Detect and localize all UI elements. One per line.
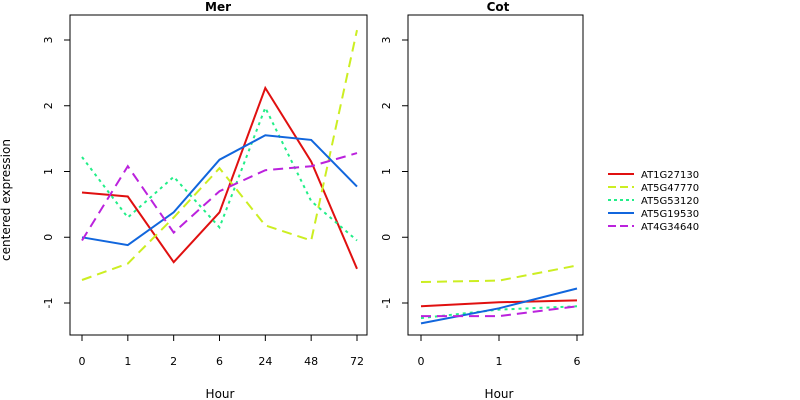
- y-tick-label: 3: [380, 37, 393, 44]
- panel-mer-series: [81, 29, 358, 281]
- x-tick-label: 6: [216, 355, 223, 368]
- panel-cot-x-axis-label: Hour: [485, 387, 514, 400]
- legend-label: AT4G34640: [641, 222, 699, 233]
- panel-mer: Mer Hour 0 1 2 6 24 48 72 -1 0 1 2 3: [42, 0, 368, 400]
- legend-label: AT5G19530: [641, 209, 699, 220]
- y-tick-label: 1: [42, 168, 55, 175]
- panel-cot-x-ticks: 0 1 6: [418, 335, 581, 368]
- y-tick-label: -1: [42, 298, 55, 309]
- y-tick-label: 1: [380, 168, 393, 175]
- y-axis-label: centered expression: [0, 139, 13, 261]
- series-line-at4g34640: [81, 152, 358, 242]
- legend-label: AT5G53120: [641, 196, 699, 207]
- y-tick-label: 0: [42, 234, 55, 241]
- legend-label: AT5G47770: [641, 183, 699, 194]
- y-tick-label: 0: [380, 234, 393, 241]
- y-tick-label: -1: [380, 298, 393, 309]
- series-line-at5g47770: [81, 29, 358, 281]
- panel-cot-frame: [407, 14, 584, 336]
- x-tick-label: 6: [574, 355, 581, 368]
- panel-mer-x-axis-label: Hour: [206, 387, 235, 400]
- panel-cot-title: Cot: [487, 0, 510, 14]
- x-tick-label: 2: [170, 355, 177, 368]
- series-line-at1g27130: [81, 85, 358, 270]
- series-line-at4g34640: [421, 305, 578, 318]
- y-tick-label: 2: [42, 102, 55, 109]
- series-line-at5g53120: [420, 305, 578, 320]
- panel-cot: Cot Hour 0 1 6 -1 0 1 2 3: [380, 0, 584, 400]
- series-line-at5g19530: [81, 134, 358, 247]
- series-line-at5g19530: [420, 287, 578, 325]
- series-line-at5g53120: [81, 105, 358, 242]
- x-tick-label: 1: [124, 355, 131, 368]
- y-tick-label: 2: [380, 102, 393, 109]
- panel-mer-title: Mer: [205, 0, 231, 14]
- series-line-at1g27130: [420, 299, 578, 308]
- legend: AT1G27130 AT5G47770 AT5G53120 AT5G19530 AT4G…: [608, 170, 699, 233]
- panel-cot-y-ticks: -1 0 1 2 3: [380, 37, 408, 309]
- panel-cot-series: [420, 264, 578, 325]
- x-tick-label: 24: [258, 355, 272, 368]
- x-tick-label: 48: [304, 355, 318, 368]
- y-tick-label: 3: [42, 37, 55, 44]
- panel-mer-frame: [69, 14, 368, 336]
- panel-mer-x-ticks: 0 1 2 6 24 48 72: [79, 335, 364, 368]
- panel-mer-y-ticks: -1 0 1 2 3: [42, 37, 70, 309]
- series-line-at5g47770: [420, 264, 578, 283]
- legend-label: AT1G27130: [641, 170, 699, 181]
- x-tick-label: 72: [350, 355, 364, 368]
- x-tick-label: 0: [418, 355, 425, 368]
- x-tick-label: 1: [496, 355, 503, 368]
- x-tick-label: 0: [79, 355, 86, 368]
